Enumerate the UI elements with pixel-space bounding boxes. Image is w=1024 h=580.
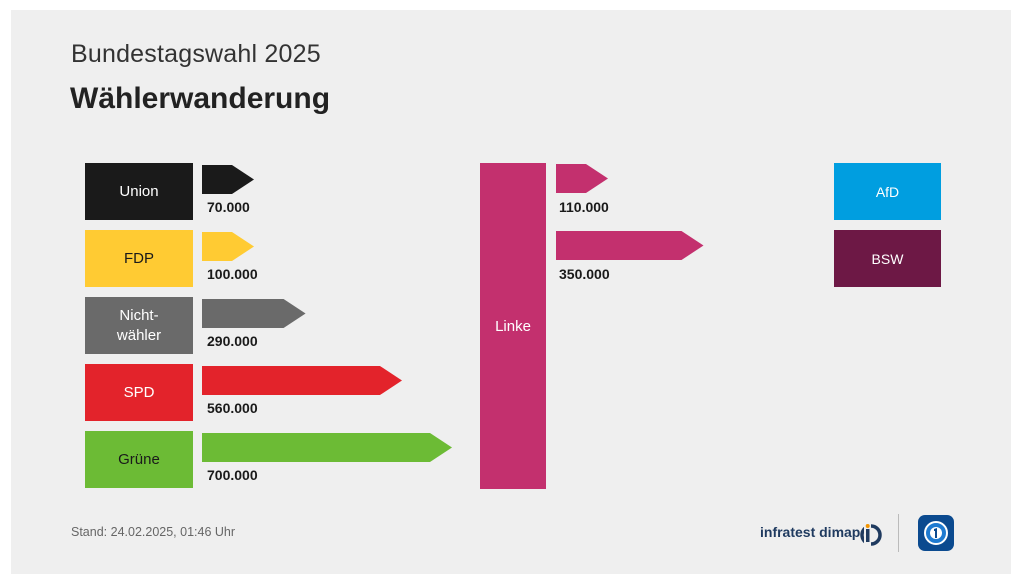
inflow-arrow-spd xyxy=(202,366,402,395)
source-fdp: FDP xyxy=(85,230,193,287)
footer-divider xyxy=(898,514,899,552)
inflow-arrow-nicht-wähler xyxy=(202,299,306,328)
timestamp: Stand: 24.02.2025, 01:46 Uhr xyxy=(71,525,236,539)
source-union: Union xyxy=(85,163,193,220)
outflow-value-bsw: 350.000 xyxy=(559,266,610,282)
inflow-arrow-union xyxy=(202,165,254,194)
inflow-value-nicht-wähler: 290.000 xyxy=(207,333,258,349)
infratest-dimap-wordmark: infratest dimap xyxy=(760,524,861,540)
outflow-value-afd: 110.000 xyxy=(559,199,609,215)
inflow-value-union: 70.000 xyxy=(207,199,250,215)
inflow-value-fdp: 100.000 xyxy=(207,266,258,282)
tagesschau-logo-icon xyxy=(918,515,954,551)
source-spd: SPD xyxy=(85,364,193,421)
outflow-arrow-bsw xyxy=(556,231,704,260)
inflow-value-grüne: 700.000 xyxy=(207,467,258,483)
infratest-dimap-logo-icon xyxy=(860,524,882,546)
target-afd: AfD xyxy=(834,163,941,220)
inflow-arrow-fdp xyxy=(202,232,254,261)
inflow-value-spd: 560.000 xyxy=(207,400,258,416)
source-grüne: Grüne xyxy=(85,431,193,488)
target-bsw: BSW xyxy=(834,230,941,287)
chart-subtitle: Bundestagswahl 2025 xyxy=(71,40,321,68)
center-party-linke: Linke xyxy=(480,163,546,489)
inflow-arrow-grüne xyxy=(202,433,452,462)
outflow-arrow-afd xyxy=(556,164,608,193)
source-nicht-wähler: Nicht- wähler xyxy=(85,297,193,354)
chart-title: Wählerwanderung xyxy=(70,82,331,115)
